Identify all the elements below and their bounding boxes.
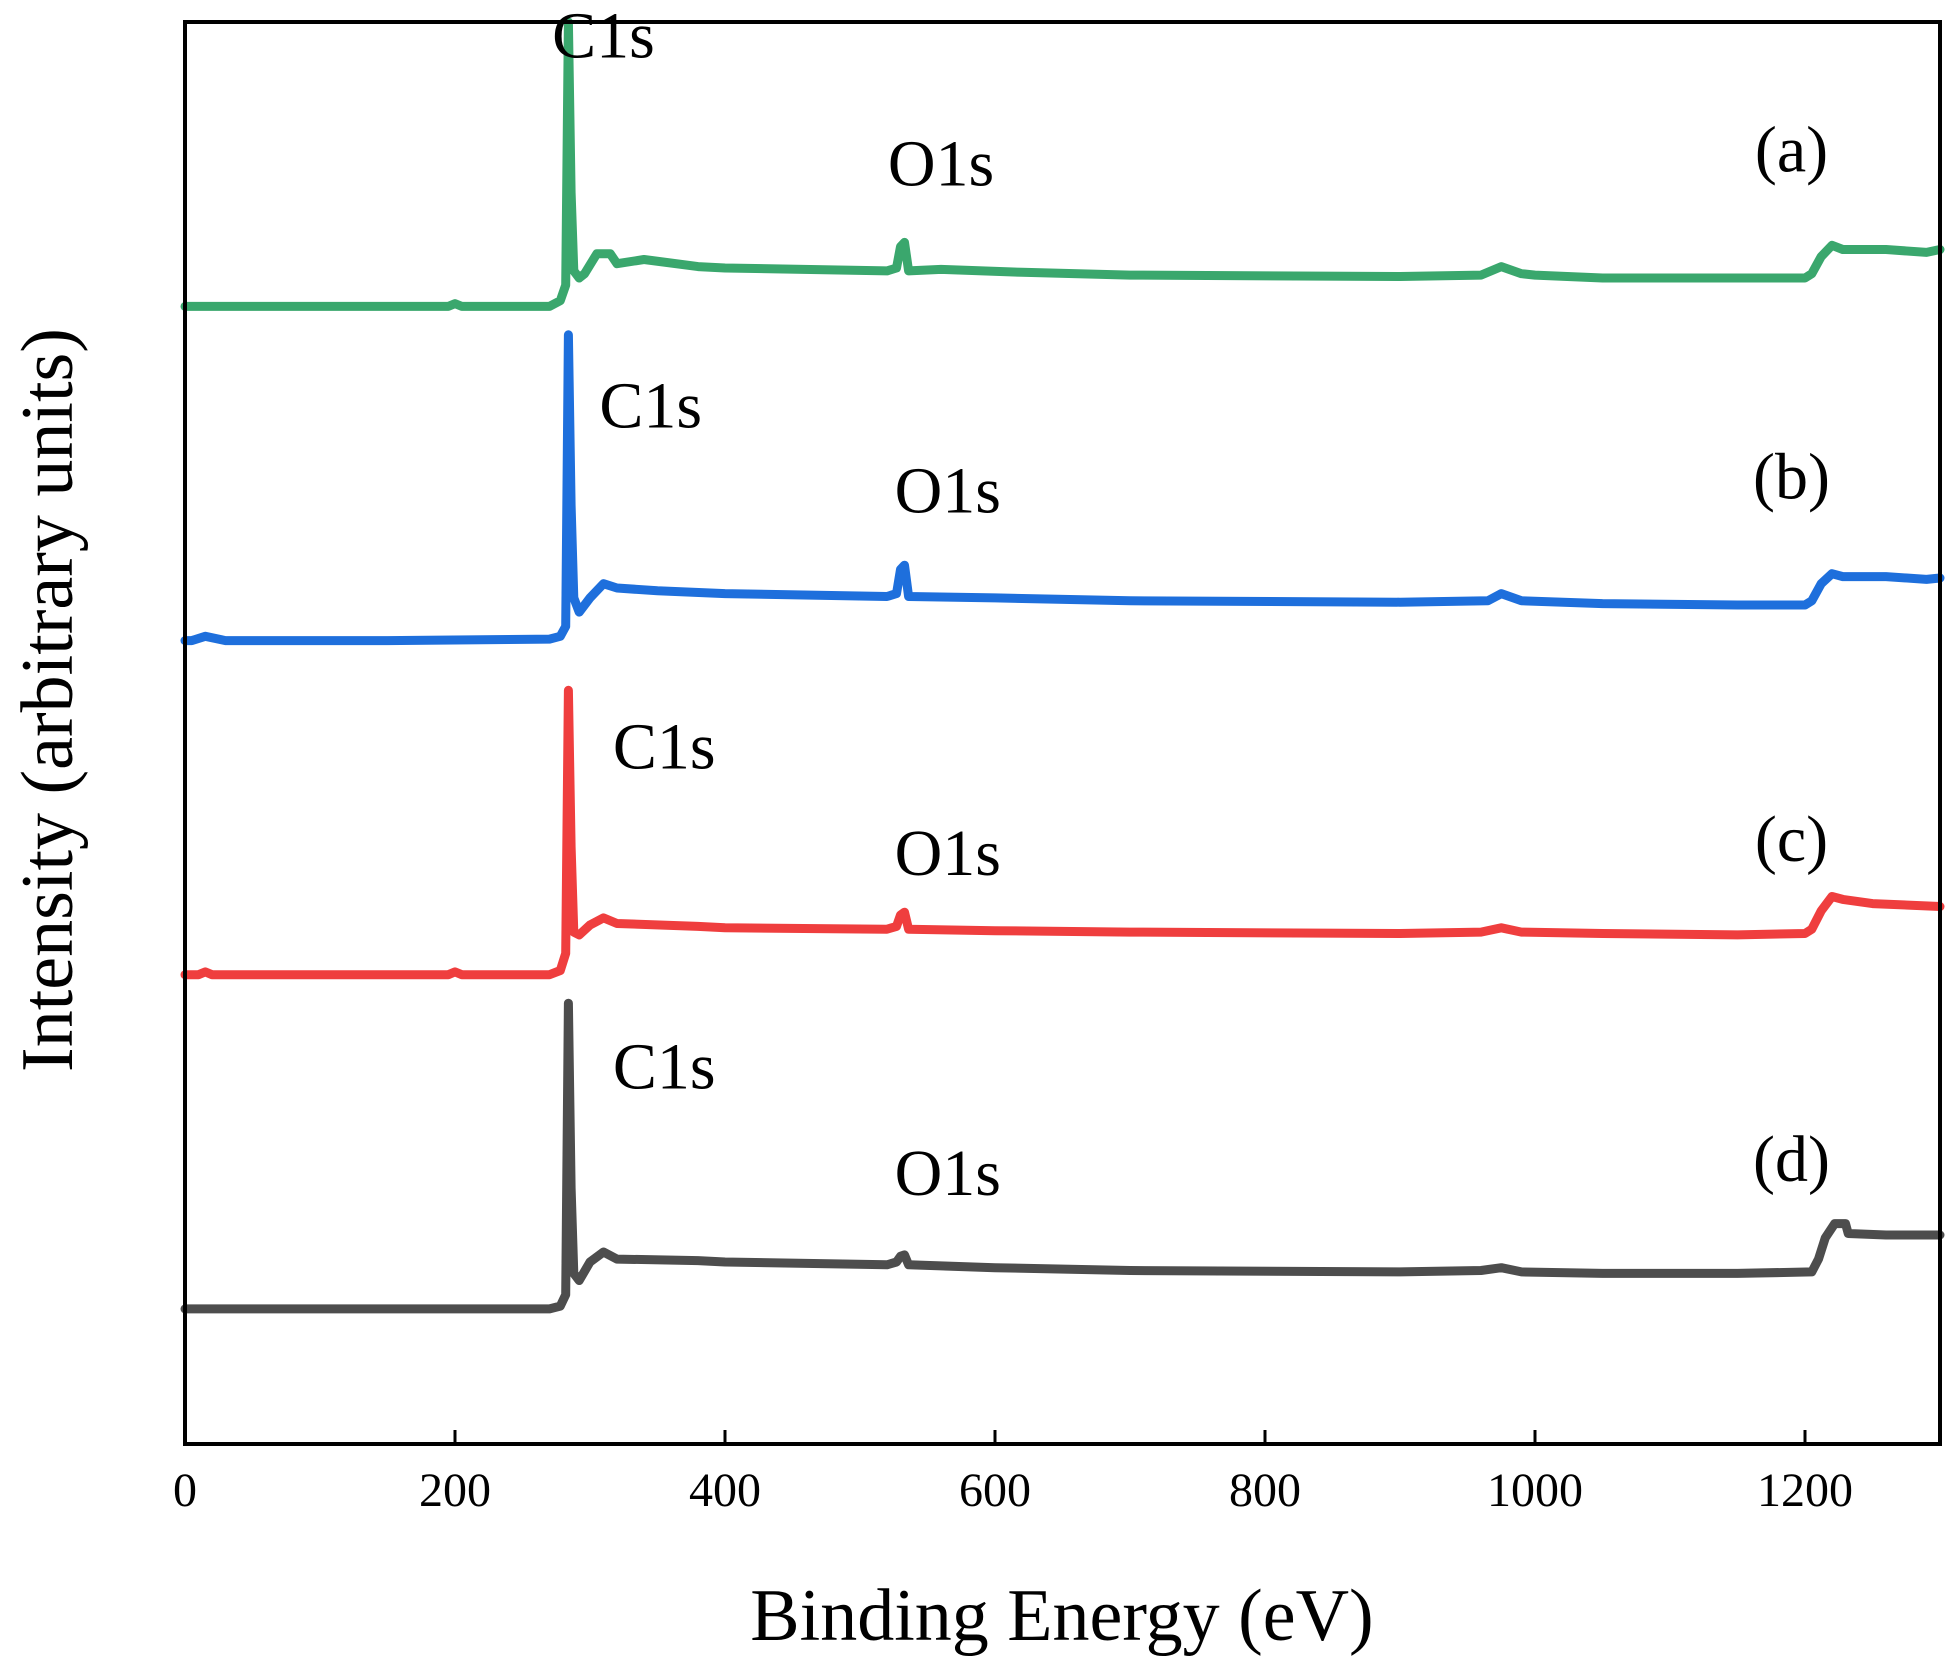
series-line-1 (180, 17, 1945, 311)
peak-label-o1s: O1s (895, 1137, 1001, 1210)
x-tick-label: 400 (689, 1464, 761, 1517)
peak-label-c1s: C1s (599, 369, 702, 442)
series-line-4 (180, 998, 1945, 1314)
x-ticks-layer: 0 200 400 600 800 1000 1200 (173, 1430, 1853, 1517)
x-axis-title: Binding Energy (eV) (750, 1575, 1373, 1657)
x-tick-label: 600 (959, 1464, 1031, 1517)
x-tick-label: 1200 (1757, 1464, 1853, 1517)
series-line-3 (180, 685, 1945, 980)
series-line-2 (180, 330, 1945, 646)
peak-label-c1s: C1s (613, 711, 716, 784)
x-tick-label: 200 (419, 1464, 491, 1517)
peak-label-c1s: C1s (552, 0, 655, 73)
traces-layer (180, 17, 1945, 1314)
peak-label-o1s: O1s (888, 128, 994, 201)
y-axis-title: Intensity (arbitrary units) (7, 328, 89, 1072)
series-label: (b) (1753, 440, 1830, 513)
x-tick-label: 1000 (1487, 1464, 1583, 1517)
peak-label-c1s: C1s (613, 1031, 716, 1104)
x-tick-label: 800 (1229, 1464, 1301, 1517)
peak-label-o1s: O1s (895, 817, 1001, 890)
peak-label-o1s: O1s (895, 455, 1001, 528)
series-label: (c) (1755, 803, 1828, 876)
plot-frame (183, 20, 1942, 1446)
series-label: (d) (1753, 1123, 1830, 1196)
series-label: (a) (1755, 113, 1828, 186)
annotation-layer: C1s O1s (a) C1s O1s (b) C1s O1s (c) C1s O1s (d) (552, 0, 1830, 1210)
x-tick-label: 0 (173, 1464, 197, 1517)
